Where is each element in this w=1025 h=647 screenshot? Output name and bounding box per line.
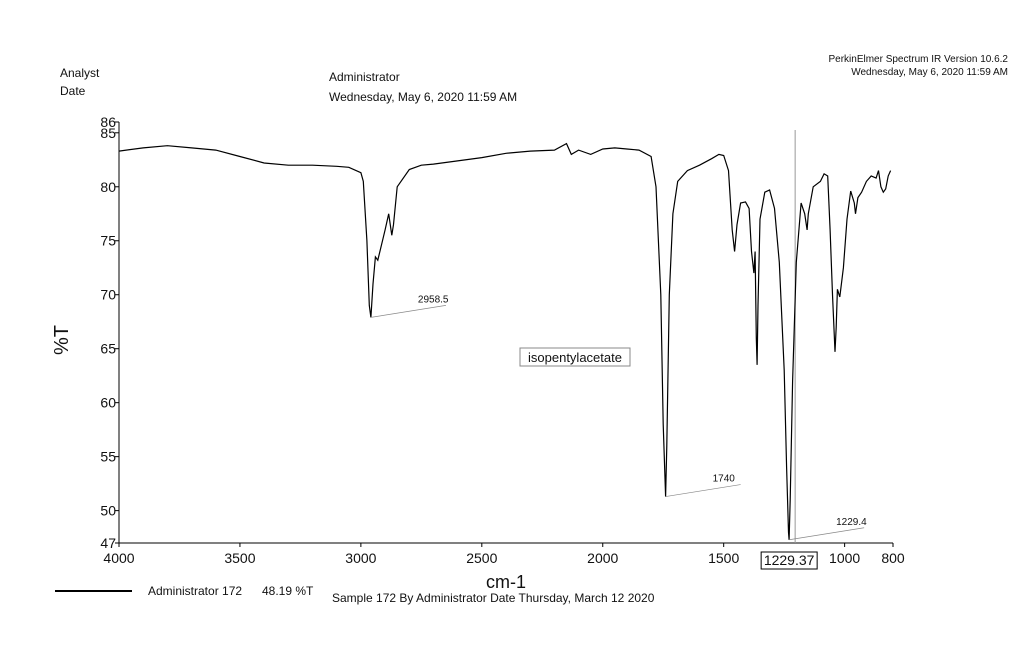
y-tick-label: 85: [100, 125, 116, 141]
annotation-box: [519, 347, 631, 367]
peak-leader: [789, 527, 865, 541]
x-tick-label: 1500: [708, 550, 739, 566]
spectrum-line: [118, 142, 892, 540]
footer-value: 48.19 %T: [262, 584, 314, 598]
x-tick-label: 4000: [103, 550, 134, 566]
y-tick-label: 65: [100, 341, 116, 357]
software: PerkinElmer Spectrum IR Version 10.6.2: [828, 54, 1008, 65]
peak-label: 2958.5: [418, 294, 449, 305]
y-tick-label: 70: [100, 287, 116, 303]
y-tick-label: 80: [100, 179, 116, 195]
x-tick-label: 3000: [345, 550, 376, 566]
y-tick-label: 55: [100, 449, 116, 465]
analyst-label: Analyst: [60, 66, 100, 80]
x-tick-label: 800: [881, 550, 905, 566]
x-tick-label: 2000: [587, 550, 618, 566]
y-tick-label: 60: [100, 395, 116, 411]
x-axis-label: cm-1: [486, 572, 526, 592]
date-label: Date: [60, 84, 86, 98]
legend-label: Administrator 172: [148, 584, 242, 598]
peak-label: 1740: [713, 474, 736, 485]
peak-label: 1229.4: [836, 517, 867, 528]
x-tick-label: 3500: [224, 550, 255, 566]
software-date: Wednesday, May 6, 2020 11:59 AM: [851, 67, 1008, 78]
analyst: Administrator: [329, 70, 400, 84]
y-tick-label: 50: [100, 503, 116, 519]
footer-description: Sample 172 By Administrator Date Thursda…: [332, 591, 655, 605]
y-tick-label: 86: [100, 114, 116, 130]
x-tick-label: 1000: [829, 550, 860, 566]
y-axis-label: %T: [51, 325, 73, 355]
y-tick-label: 75: [100, 233, 116, 249]
peak-leader: [665, 484, 741, 497]
x-tick-label: 2500: [466, 550, 497, 566]
cursor-box: [760, 551, 818, 570]
cursor-label: 1229.37: [764, 552, 815, 568]
y-tick-label: 47: [100, 535, 116, 551]
peak-leader: [370, 305, 446, 318]
annotation: isopentylacetate: [528, 350, 622, 365]
date: Wednesday, May 6, 2020 11:59 AM: [329, 90, 517, 104]
